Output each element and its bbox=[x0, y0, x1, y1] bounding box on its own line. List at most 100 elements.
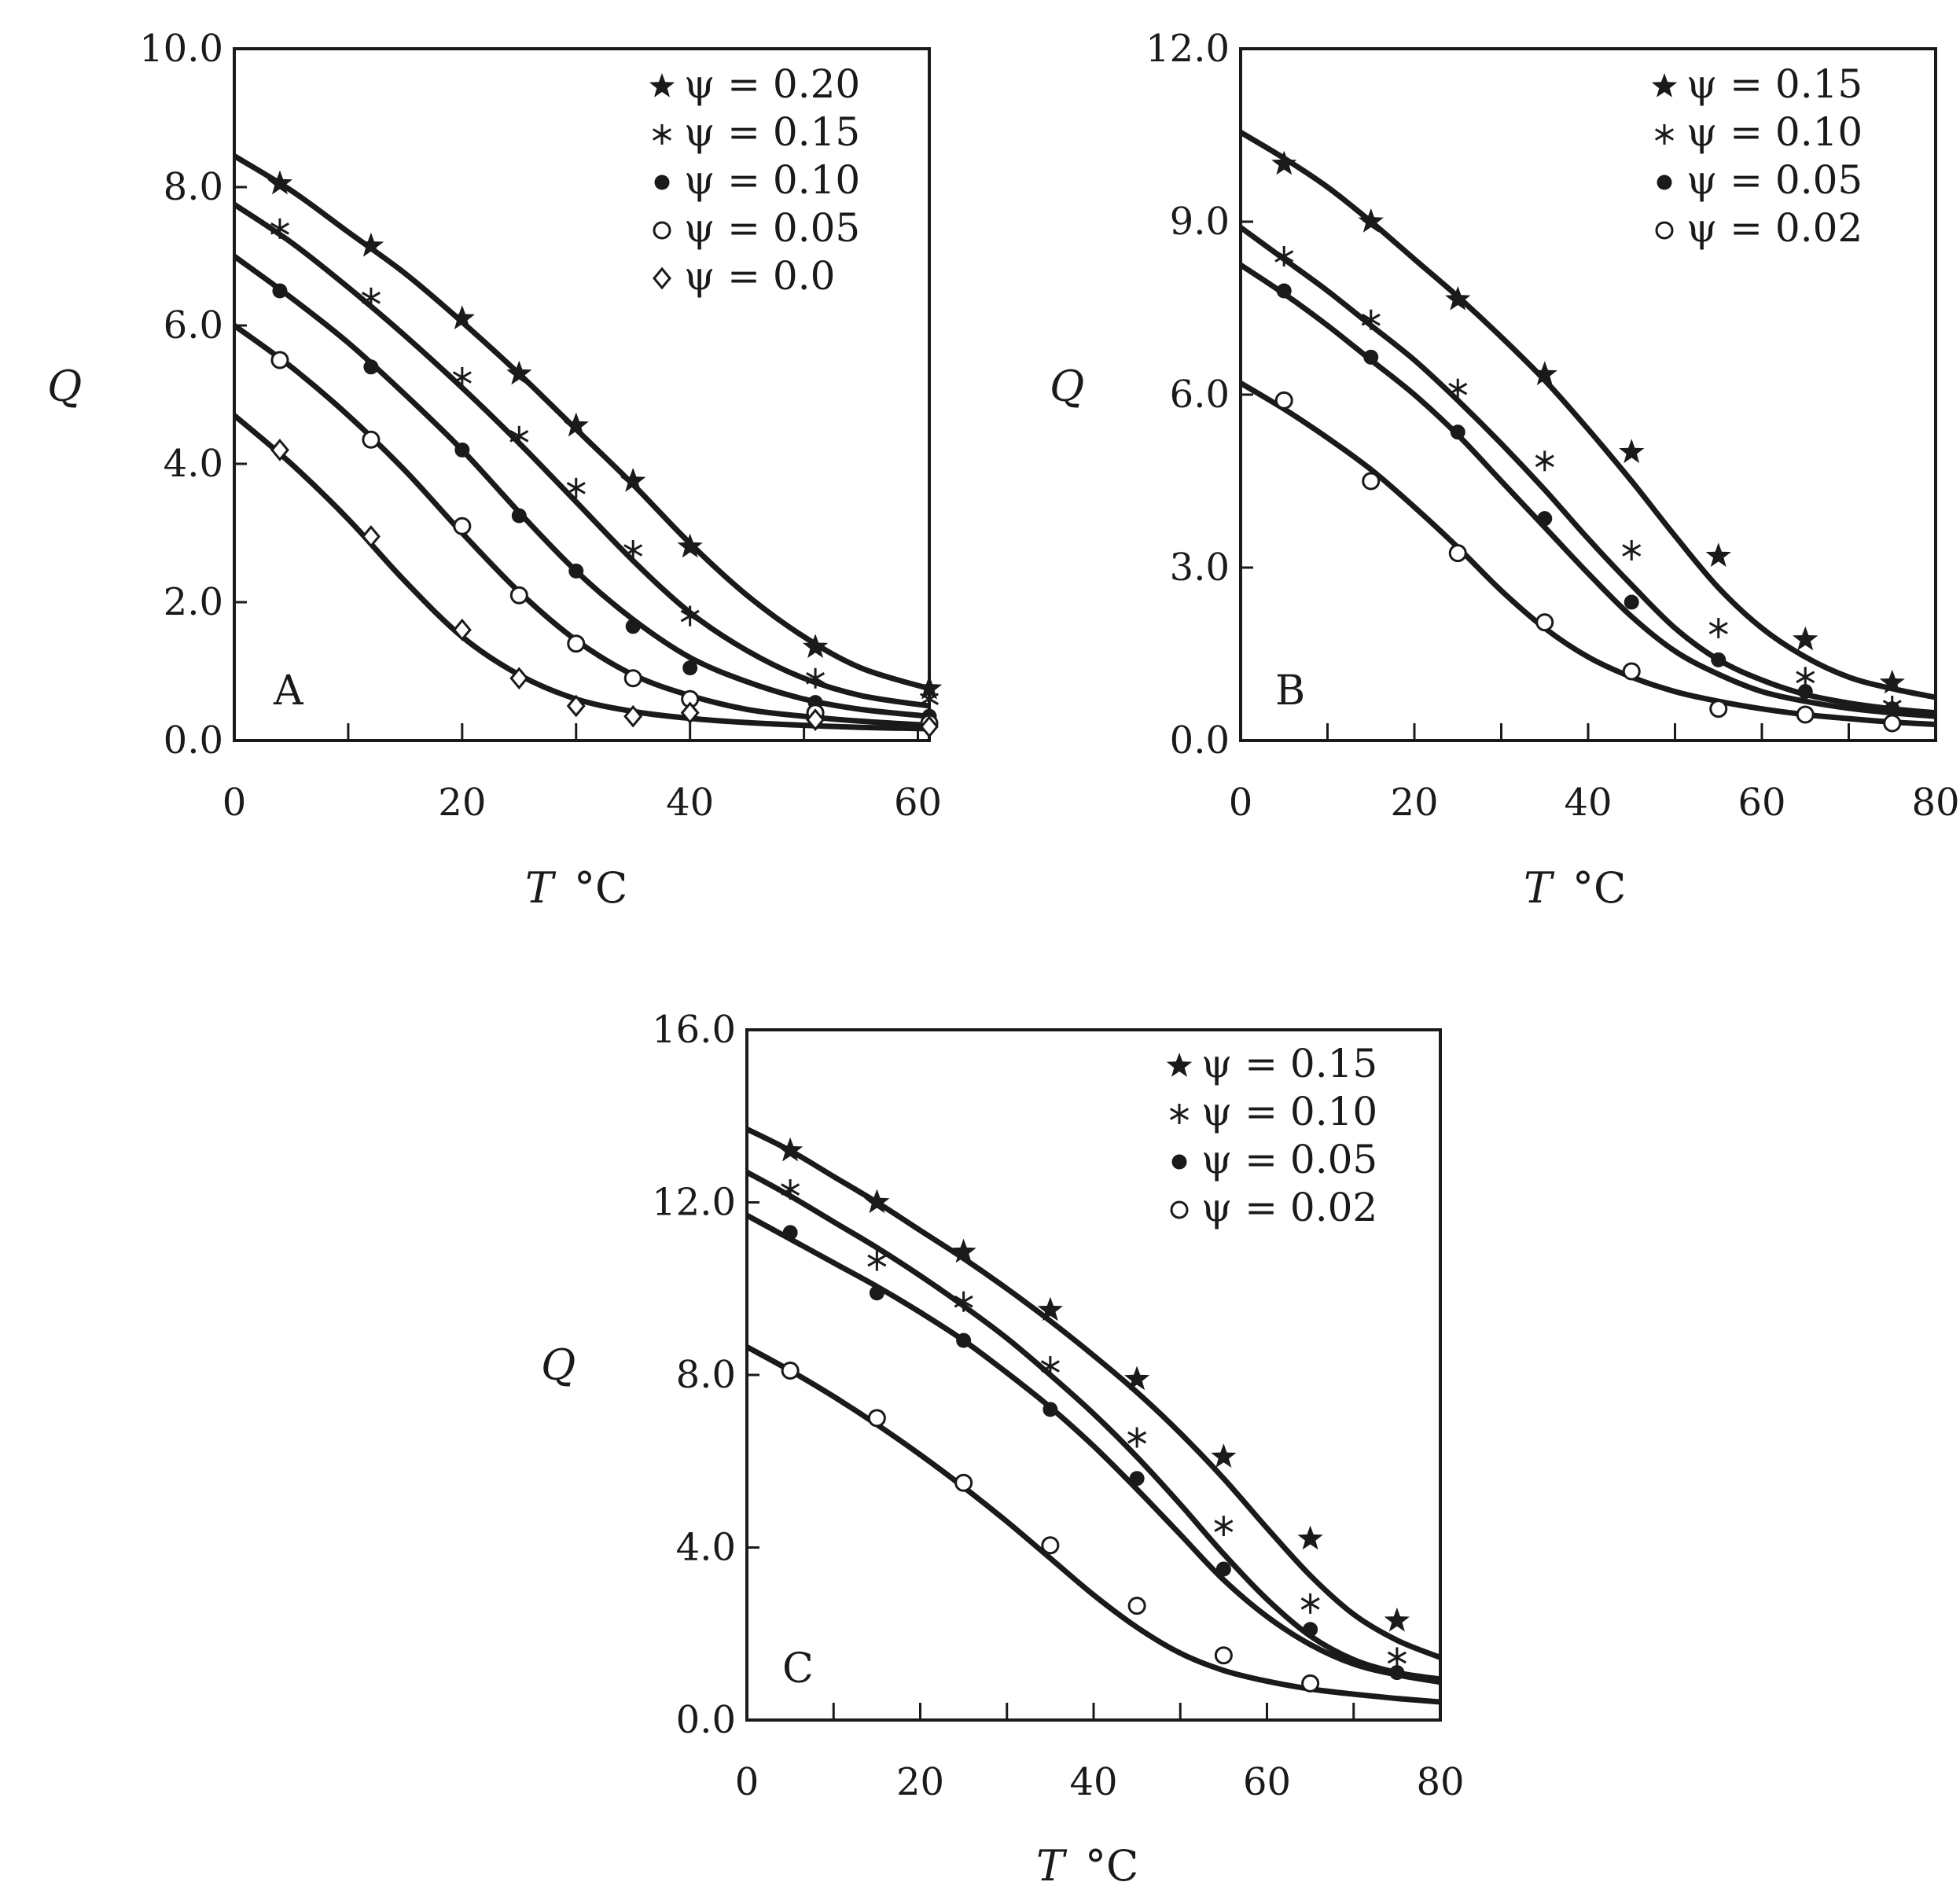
legend-marker-1 bbox=[1654, 124, 1675, 145]
series-0-fit-curve bbox=[1241, 129, 1936, 700]
series-4-point bbox=[680, 701, 700, 725]
series-1-point bbox=[867, 1250, 887, 1271]
legend-label-1: ψ = 0.10 bbox=[1686, 109, 1863, 155]
legend: ψ = 0.15 ψ = 0.10 ψ = 0.05 ψ = 0.02 bbox=[1201, 1041, 1377, 1230]
y-axis-title: Q bbox=[1050, 362, 1084, 411]
legend-label-0: ψ = 0.15 bbox=[1686, 61, 1863, 107]
y-tick-label: 3.0 bbox=[1170, 546, 1230, 590]
series-3-point bbox=[1883, 714, 1902, 733]
y-tick-label: 4.0 bbox=[164, 442, 223, 486]
series-4-point bbox=[623, 704, 643, 728]
series-4-point bbox=[361, 525, 381, 548]
series-0-point bbox=[267, 170, 293, 195]
series-3-point bbox=[1274, 391, 1293, 410]
y-axis-title: Q bbox=[541, 1340, 575, 1390]
series-0-point bbox=[778, 1137, 803, 1162]
series-0-point bbox=[1384, 1607, 1410, 1632]
x-tick-label: 60 bbox=[1243, 1760, 1291, 1804]
series-0-point bbox=[358, 232, 384, 257]
y-tick-label: 0.0 bbox=[164, 719, 223, 763]
series-1-point bbox=[919, 689, 940, 710]
series-2-point bbox=[1043, 1402, 1058, 1417]
legend-marker-0 bbox=[649, 73, 675, 97]
series-4-point bbox=[920, 715, 939, 738]
y-axis-title: Q bbox=[47, 362, 82, 411]
legend-marker-1 bbox=[1169, 1104, 1190, 1124]
legend: ψ = 0.20 ψ = 0.15 ψ = 0.10 ψ = 0.05 ψ = … bbox=[684, 61, 860, 299]
series-1-point bbox=[680, 605, 700, 627]
series-2-point bbox=[1303, 1622, 1318, 1638]
legend-marker-3 bbox=[1655, 221, 1674, 240]
series-0-point bbox=[1211, 1443, 1237, 1468]
series-3-point bbox=[1041, 1536, 1060, 1555]
series-1-point bbox=[1448, 378, 1468, 399]
legend-label-2: ψ = 0.10 bbox=[684, 157, 860, 203]
series-1-point bbox=[1040, 1356, 1060, 1377]
legend-label-2: ψ = 0.05 bbox=[1201, 1137, 1377, 1182]
series-2-point bbox=[1363, 349, 1379, 365]
series-0-point bbox=[1358, 208, 1384, 233]
series-2-point bbox=[1129, 1471, 1145, 1487]
x-tick-label: 0 bbox=[735, 1760, 759, 1804]
series-0-point bbox=[449, 305, 475, 329]
y-tick-label: 2.0 bbox=[164, 580, 223, 624]
series-4-point bbox=[270, 439, 289, 461]
series-0-point bbox=[1124, 1366, 1150, 1391]
series-2-fit-curve bbox=[234, 253, 929, 719]
series-0-point bbox=[677, 533, 703, 558]
x-tick-label: 80 bbox=[1911, 781, 1959, 825]
series-2-point bbox=[1624, 594, 1639, 610]
series-2-fit-curve bbox=[1241, 262, 1936, 719]
series-2-point bbox=[1450, 425, 1465, 440]
series-3-point bbox=[1127, 1597, 1146, 1615]
series-1-point bbox=[954, 1291, 973, 1312]
series-2-point bbox=[1215, 1561, 1231, 1577]
series-0-point bbox=[916, 675, 943, 700]
series-1-fit-curve bbox=[234, 201, 929, 709]
y-tick-label: 10.0 bbox=[139, 27, 223, 71]
chart-panel-b: Q T °C B ψ = 0.15 ψ = 0.10 ψ = 0.05 ψ = … bbox=[1050, 27, 1960, 913]
x-axis-title-unit: °C bbox=[574, 863, 627, 913]
x-axis-title-var: T bbox=[1524, 863, 1555, 913]
x-axis-title-var: T bbox=[525, 863, 557, 913]
y-tick-label: 0.0 bbox=[1170, 719, 1230, 763]
series-2-point bbox=[454, 442, 470, 458]
y-tick-label: 6.0 bbox=[164, 303, 223, 347]
series-2-point bbox=[869, 1285, 884, 1301]
series-2-point bbox=[363, 359, 379, 375]
series-2-point bbox=[511, 508, 527, 524]
series-3-point bbox=[1448, 544, 1467, 563]
y-tick-label: 12.0 bbox=[652, 1181, 736, 1225]
series-1-point bbox=[1387, 1647, 1407, 1668]
series-0-point bbox=[1619, 439, 1645, 464]
x-axis-title: T °C bbox=[1036, 1841, 1138, 1891]
series-2-point bbox=[272, 283, 288, 299]
chart-panel-c: Q T °C C ψ = 0.15 ψ = 0.10 ψ = 0.05 ψ = … bbox=[541, 1008, 1465, 1891]
series-3-point bbox=[1214, 1646, 1233, 1665]
x-axis-title-unit: °C bbox=[1572, 863, 1626, 913]
series-2-point bbox=[1389, 1665, 1405, 1681]
x-tick-label: 20 bbox=[896, 1760, 944, 1804]
series-1-point bbox=[566, 477, 586, 498]
panel-label: C bbox=[782, 1645, 814, 1693]
y-tick-label: 12.0 bbox=[1145, 27, 1230, 71]
legend: ψ = 0.15 ψ = 0.10 ψ = 0.05 ψ = 0.02 bbox=[1686, 61, 1863, 251]
legend-label-1: ψ = 0.10 bbox=[1201, 1089, 1377, 1134]
chart-panel-a: Q T °C A ψ = 0.20 ψ = 0.15 ψ = 0.10 ψ = … bbox=[47, 27, 943, 913]
series-3-point bbox=[1301, 1674, 1320, 1693]
series-0-point bbox=[620, 468, 646, 492]
series-4-point bbox=[566, 694, 586, 718]
series-2-fit-curve bbox=[747, 1212, 1440, 1685]
legend-marker-2 bbox=[1171, 1154, 1187, 1170]
series-1-point bbox=[1127, 1427, 1147, 1448]
y-tick-label: 9.0 bbox=[1170, 200, 1230, 244]
series-2-point bbox=[1276, 283, 1292, 299]
series-1-point bbox=[781, 1179, 800, 1200]
legend-marker-4 bbox=[653, 266, 671, 290]
x-axis-title-unit: °C bbox=[1085, 1841, 1138, 1891]
series-0-point bbox=[864, 1189, 890, 1214]
series-1-point bbox=[1274, 246, 1294, 266]
series-0-point bbox=[1445, 286, 1471, 311]
x-tick-label: 20 bbox=[1390, 781, 1438, 825]
